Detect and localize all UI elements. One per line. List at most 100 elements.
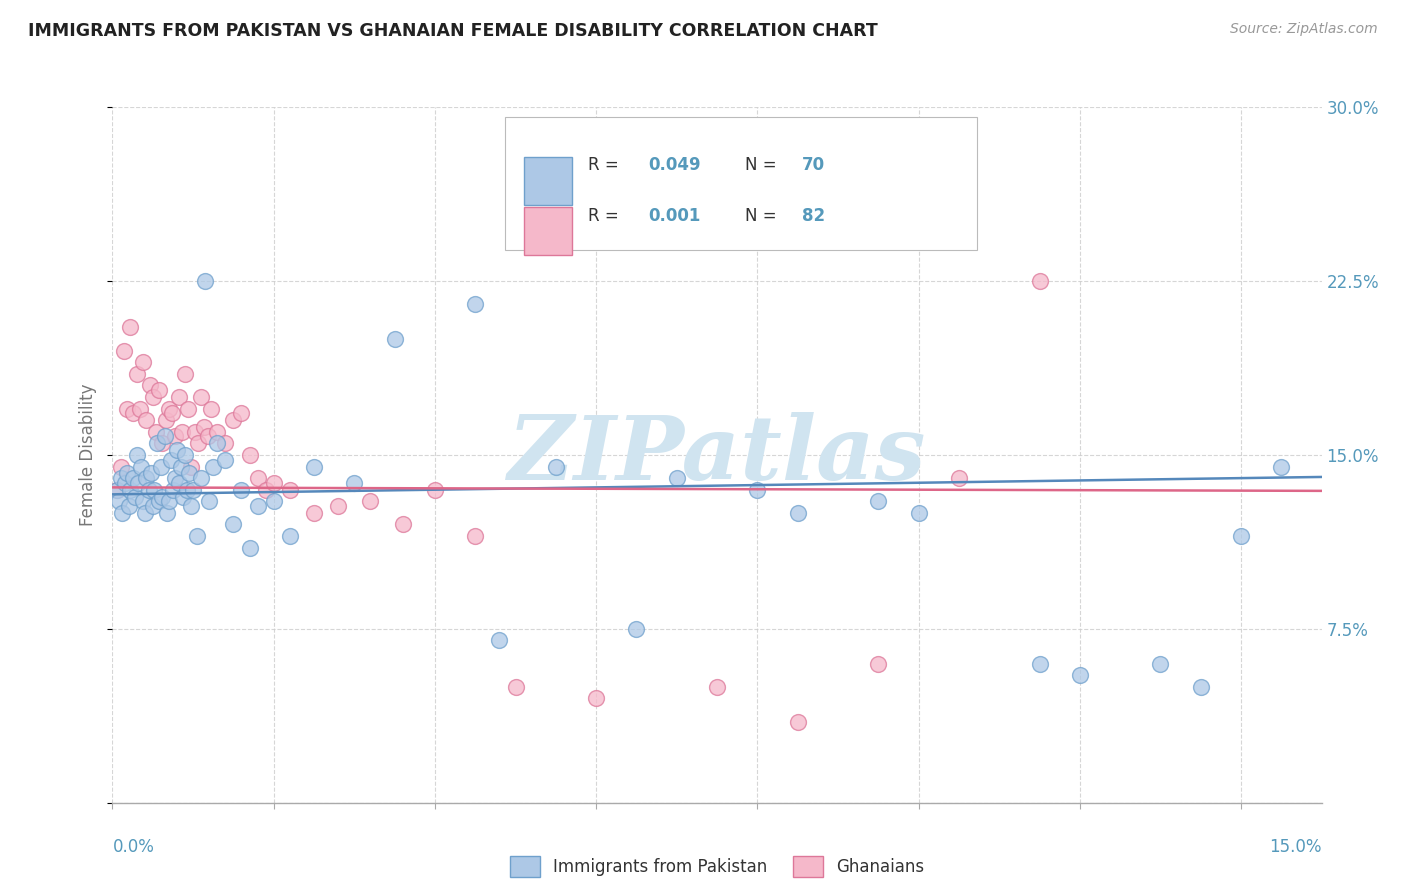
- Point: [948, 471, 970, 485]
- Point: [155, 413, 177, 427]
- Point: [214, 452, 236, 467]
- Point: [157, 401, 180, 416]
- Point: [222, 517, 245, 532]
- Point: [231, 406, 253, 420]
- Point: [202, 459, 225, 474]
- Text: N =: N =: [745, 156, 782, 175]
- Point: [120, 483, 142, 497]
- Point: [135, 471, 157, 485]
- Point: [132, 355, 155, 369]
- Point: [222, 413, 245, 427]
- Point: [148, 383, 170, 397]
- Text: 0.0%: 0.0%: [112, 838, 155, 856]
- Point: [160, 406, 183, 420]
- Point: [786, 714, 808, 729]
- Point: [1189, 680, 1212, 694]
- Y-axis label: Female Disability: Female Disability: [79, 384, 97, 526]
- Point: [1028, 274, 1050, 288]
- Point: [246, 499, 269, 513]
- Point: [626, 622, 648, 636]
- Point: [177, 467, 200, 481]
- Text: R =: R =: [588, 156, 624, 175]
- Text: 82: 82: [801, 207, 825, 225]
- Point: [238, 448, 260, 462]
- Point: [907, 506, 929, 520]
- Point: [110, 471, 132, 485]
- Text: IMMIGRANTS FROM PAKISTAN VS GHANAIAN FEMALE DISABILITY CORRELATION CHART: IMMIGRANTS FROM PAKISTAN VS GHANAIAN FEM…: [28, 22, 877, 40]
- Point: [207, 425, 229, 439]
- Point: [172, 490, 194, 504]
- Point: [146, 436, 169, 450]
- Point: [128, 401, 150, 416]
- Point: [423, 483, 446, 497]
- Point: [115, 401, 138, 416]
- Point: [162, 483, 184, 497]
- Point: [170, 425, 193, 439]
- Point: [149, 459, 172, 474]
- Point: [122, 406, 145, 420]
- Point: [1230, 529, 1253, 543]
- Point: [200, 401, 222, 416]
- Point: [190, 390, 212, 404]
- Point: [263, 494, 285, 508]
- Point: [153, 429, 176, 443]
- Point: [112, 343, 135, 358]
- Point: [868, 494, 890, 508]
- Text: ZIPatlas: ZIPatlas: [509, 412, 925, 498]
- Point: [207, 436, 229, 450]
- Point: [214, 436, 236, 450]
- Point: [125, 448, 148, 462]
- Text: Source: ZipAtlas.com: Source: ZipAtlas.com: [1230, 22, 1378, 37]
- Point: [165, 471, 187, 485]
- Point: [105, 483, 128, 497]
- Point: [177, 401, 200, 416]
- Point: [505, 680, 527, 694]
- Point: [246, 471, 269, 485]
- Point: [231, 483, 253, 497]
- Point: [180, 459, 202, 474]
- Point: [786, 506, 808, 520]
- Point: [129, 459, 152, 474]
- Point: [328, 499, 350, 513]
- Point: [194, 274, 217, 288]
- Point: [1270, 459, 1292, 474]
- FancyBboxPatch shape: [523, 207, 572, 255]
- Point: [278, 483, 301, 497]
- Point: [183, 425, 205, 439]
- Point: [1149, 657, 1171, 671]
- Text: 70: 70: [801, 156, 825, 175]
- Point: [174, 448, 197, 462]
- FancyBboxPatch shape: [523, 157, 572, 205]
- Text: 0.049: 0.049: [648, 156, 700, 175]
- Point: [391, 517, 413, 532]
- Point: [706, 680, 728, 694]
- Point: [198, 494, 221, 508]
- Point: [138, 483, 160, 497]
- Point: [263, 475, 285, 490]
- Point: [165, 429, 187, 443]
- Point: [127, 475, 149, 490]
- Point: [114, 475, 136, 490]
- Point: [167, 475, 190, 490]
- Point: [302, 506, 325, 520]
- Point: [111, 506, 134, 520]
- Point: [117, 499, 139, 513]
- Point: [585, 691, 607, 706]
- Point: [1028, 657, 1050, 671]
- Point: [868, 657, 890, 671]
- Point: [174, 367, 197, 381]
- Point: [166, 443, 188, 458]
- Point: [488, 633, 510, 648]
- Point: [747, 483, 769, 497]
- FancyBboxPatch shape: [506, 118, 977, 250]
- Point: [138, 378, 160, 392]
- Point: [142, 390, 165, 404]
- Point: [464, 297, 486, 311]
- Text: R =: R =: [588, 207, 624, 225]
- Point: [359, 494, 381, 508]
- Point: [124, 490, 146, 504]
- Point: [134, 506, 156, 520]
- Point: [148, 494, 170, 508]
- Text: N =: N =: [745, 207, 782, 225]
- Point: [145, 425, 167, 439]
